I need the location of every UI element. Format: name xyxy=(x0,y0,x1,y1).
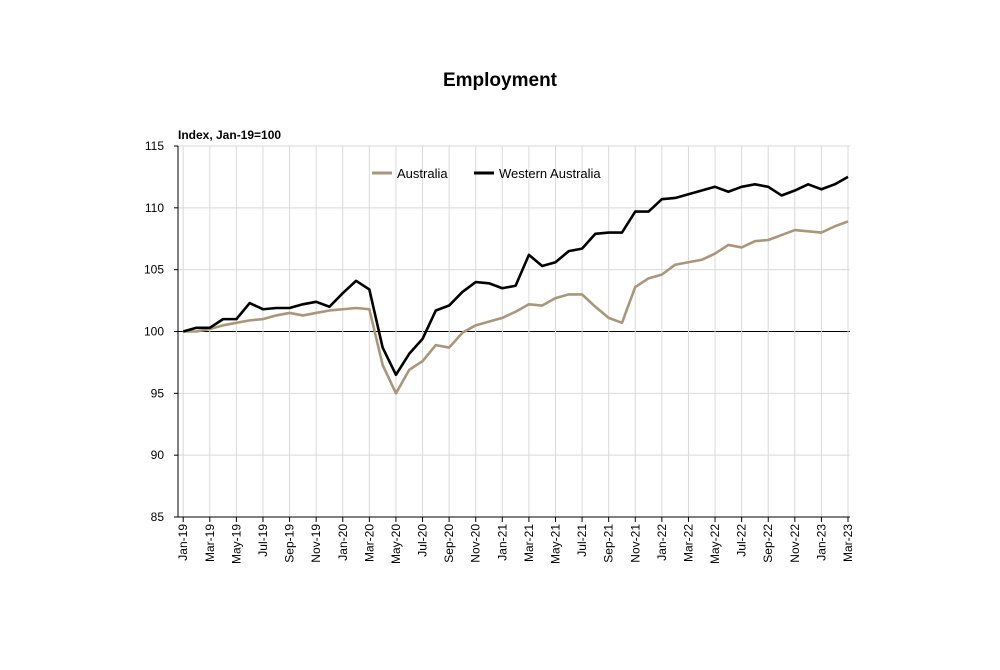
legend: Australia Western Australia xyxy=(372,166,601,181)
x-tick-label: Jan-21 xyxy=(495,524,509,561)
x-tick-label: May-19 xyxy=(229,524,243,564)
x-tick-label: May-22 xyxy=(708,524,722,564)
x-tick-label: Mar-23 xyxy=(841,524,855,562)
legend-label-australia: Australia xyxy=(397,166,448,181)
x-tick-label: Sep-21 xyxy=(602,524,616,563)
series-line-australia xyxy=(183,220,849,395)
y-axis-unit-label: Index, Jan-19=100 xyxy=(178,128,282,142)
x-tick-label: Sep-20 xyxy=(442,524,456,563)
x-tick-label: Mar-21 xyxy=(522,524,536,562)
x-tick-label: Jul-21 xyxy=(575,524,589,557)
axes: 85 90 95 100 105 110 115 Jan-19 Mar-19 May-19 Jul-… xyxy=(144,139,855,564)
series-line-western-australia xyxy=(182,175,849,377)
x-tick-label: Jul-22 xyxy=(735,524,749,557)
x-tick-label: May-21 xyxy=(548,524,562,564)
legend-label-western-australia: Western Australia xyxy=(499,166,601,181)
x-tick-label: Mar-22 xyxy=(681,524,695,562)
x-tick-label: Nov-22 xyxy=(788,524,802,563)
x-tick-label: Mar-20 xyxy=(362,524,376,562)
y-tick-label: 110 xyxy=(145,201,164,215)
x-tick-label: Jul-19 xyxy=(256,524,270,557)
x-tick-label: Nov-19 xyxy=(309,524,323,563)
x-tick-label: Jan-20 xyxy=(336,524,350,561)
series-lines xyxy=(182,175,849,395)
y-tick-label: 90 xyxy=(151,448,165,462)
y-tick-label: 85 xyxy=(151,510,165,524)
y-tick-label: 100 xyxy=(144,325,164,339)
y-tick-label: 95 xyxy=(151,386,165,400)
y-tick-label: 115 xyxy=(145,139,164,153)
x-tick-label: Mar-19 xyxy=(203,524,217,562)
x-tick-label: Jul-20 xyxy=(416,524,430,557)
y-tick-label: 105 xyxy=(144,263,164,277)
x-tick-label: Sep-19 xyxy=(283,524,297,563)
chart-title: Employment xyxy=(442,70,558,91)
x-tick-label: Jan-23 xyxy=(814,524,828,561)
x-tick-label: Jan-22 xyxy=(655,524,669,561)
x-tick-label: Nov-21 xyxy=(628,524,642,563)
x-tick-label: Nov-20 xyxy=(469,524,483,563)
x-tick-label: Jan-19 xyxy=(176,524,190,561)
x-tick-label: Sep-22 xyxy=(761,524,775,563)
grid-lines xyxy=(178,145,850,517)
x-tick-label: May-20 xyxy=(389,524,403,564)
